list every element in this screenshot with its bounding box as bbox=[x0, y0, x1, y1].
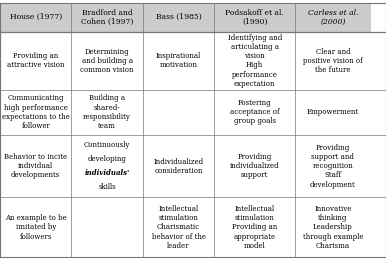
Text: Determining
and building a
common vision: Determining and building a common vision bbox=[80, 48, 134, 74]
Text: Intellectual
stimulation
Charismatic
behavior of the
leader: Intellectual stimulation Charismatic beh… bbox=[152, 205, 205, 250]
Text: Fostering
acceptance of
group goals: Fostering acceptance of group goals bbox=[230, 99, 279, 125]
Bar bbox=[214, 3, 295, 32]
Bar bbox=[0, 90, 71, 135]
Bar bbox=[295, 135, 371, 197]
Bar bbox=[295, 32, 371, 90]
Bar bbox=[143, 32, 214, 90]
Bar bbox=[214, 197, 295, 257]
Bar bbox=[214, 135, 295, 197]
Text: Providing
individualized
support: Providing individualized support bbox=[230, 153, 279, 179]
Bar bbox=[71, 32, 143, 90]
Bar bbox=[143, 135, 214, 197]
Text: individuals': individuals' bbox=[85, 169, 130, 177]
Text: Providing
support and
recognition
Staff
development: Providing support and recognition Staff … bbox=[310, 144, 356, 188]
Text: Identifying and
articulating a
vision
High
performance
expectation: Identifying and articulating a vision Hi… bbox=[228, 34, 282, 88]
Bar bbox=[0, 32, 71, 90]
Bar bbox=[214, 32, 295, 90]
Bar bbox=[143, 90, 214, 135]
Text: Providing an
attractive vision: Providing an attractive vision bbox=[7, 52, 64, 69]
Text: House (1977): House (1977) bbox=[10, 13, 62, 21]
Text: Individualized
consideration: Individualized consideration bbox=[154, 158, 203, 175]
Text: Clear and
positive vision of
the future: Clear and positive vision of the future bbox=[303, 48, 363, 74]
Text: Intellectual
stimulation
Providing an
appropriate
model: Intellectual stimulation Providing an ap… bbox=[232, 205, 278, 250]
Text: Communicating
high performance
expectations to the
follower: Communicating high performance expectati… bbox=[2, 94, 69, 130]
Bar bbox=[295, 197, 371, 257]
Text: Building a
shared-
responsibility
team: Building a shared- responsibility team bbox=[83, 94, 131, 130]
Text: Inspirational
motivation: Inspirational motivation bbox=[156, 52, 201, 69]
Text: Carless et al.
(2000): Carless et al. (2000) bbox=[308, 9, 358, 26]
Text: skills: skills bbox=[98, 183, 116, 191]
Text: Innovative
thinking
Leadership
through example
Charisma: Innovative thinking Leadership through e… bbox=[303, 205, 363, 250]
Bar bbox=[295, 3, 371, 32]
Bar bbox=[71, 3, 143, 32]
Bar bbox=[143, 197, 214, 257]
Bar bbox=[214, 90, 295, 135]
Bar bbox=[71, 90, 143, 135]
Bar bbox=[0, 197, 71, 257]
Text: Behavior to incite
individual
developments: Behavior to incite individual developmen… bbox=[4, 153, 67, 179]
Bar bbox=[0, 3, 71, 32]
Bar bbox=[295, 90, 371, 135]
Text: Continuously: Continuously bbox=[84, 141, 130, 149]
Bar bbox=[71, 197, 143, 257]
Bar bbox=[0, 135, 71, 197]
Text: developing: developing bbox=[88, 155, 127, 163]
Bar bbox=[143, 3, 214, 32]
Text: An example to be
imitated by
followers: An example to be imitated by followers bbox=[5, 214, 66, 240]
Text: Bradford and
Cohen (1997): Bradford and Cohen (1997) bbox=[81, 9, 133, 26]
Bar bbox=[71, 135, 143, 197]
Text: Bass (1985): Bass (1985) bbox=[156, 13, 201, 21]
Text: Empowerment: Empowerment bbox=[307, 108, 359, 116]
Text: Podsakoff et al.
(1990): Podsakoff et al. (1990) bbox=[225, 9, 284, 26]
